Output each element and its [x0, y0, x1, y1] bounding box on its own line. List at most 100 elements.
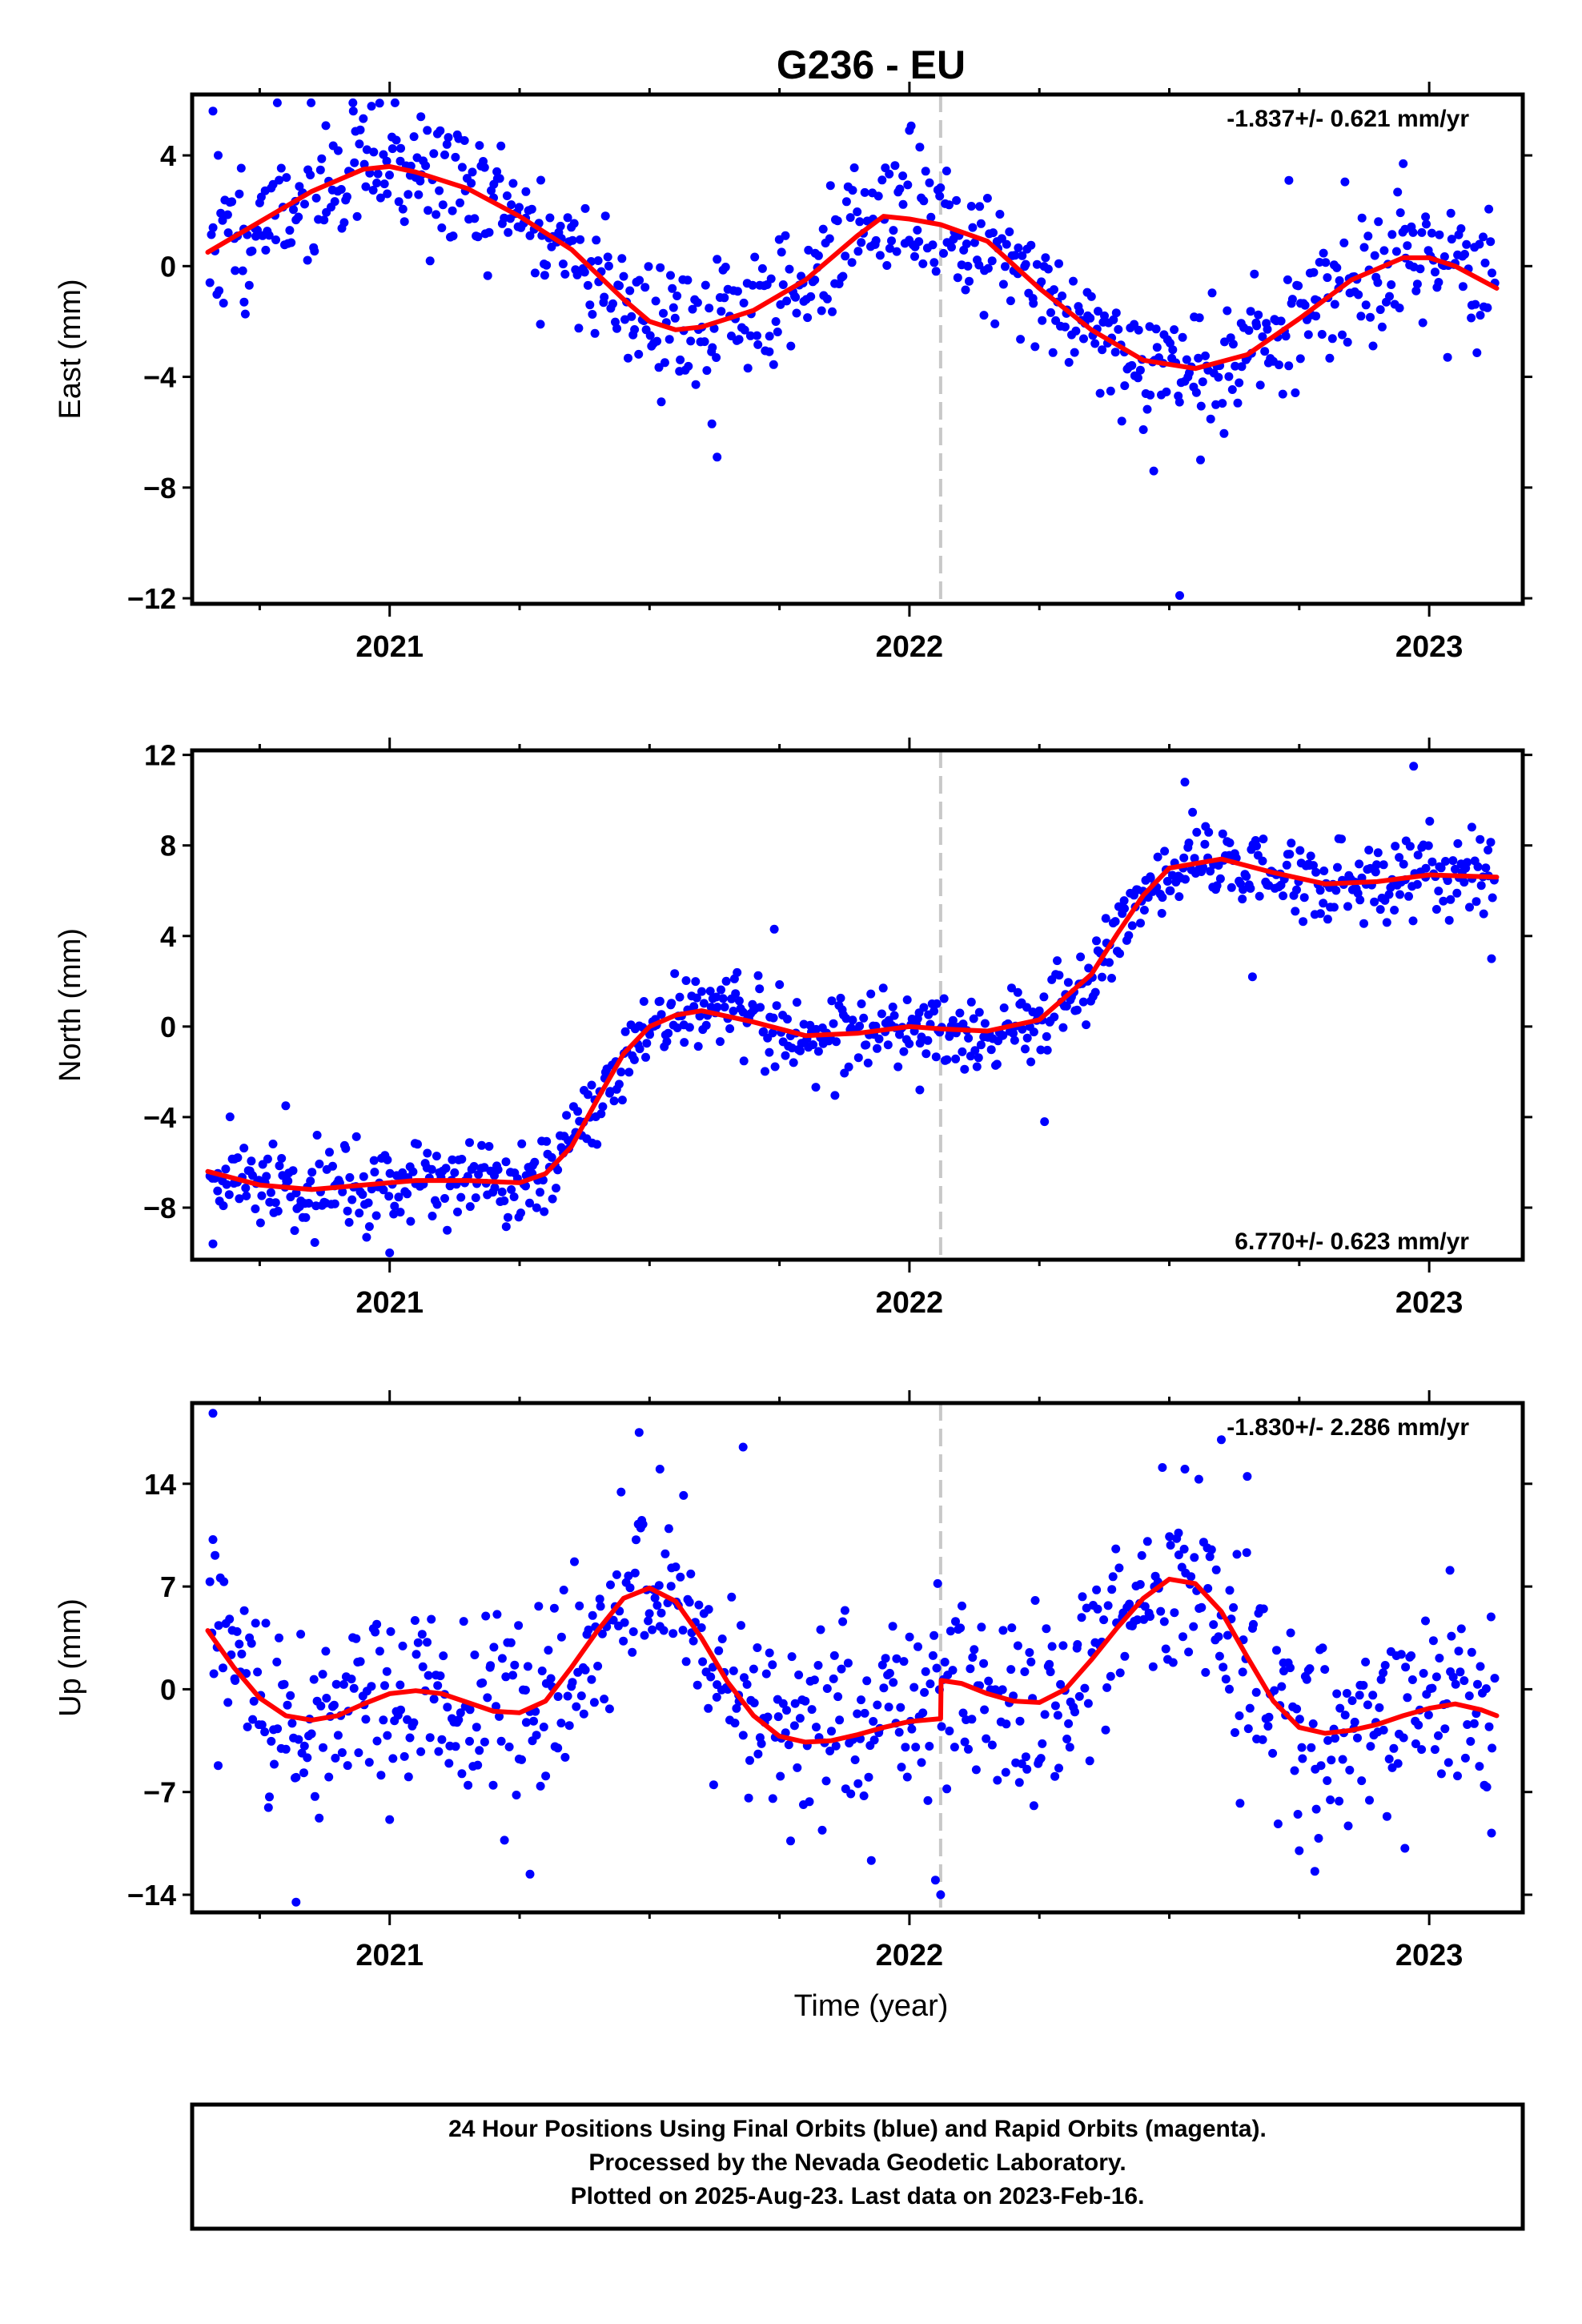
x-axis-label: Time (year): [794, 1989, 949, 2023]
east-point: [707, 419, 717, 428]
east-point: [926, 212, 936, 222]
up-point: [1376, 1675, 1386, 1684]
north-point: [1467, 822, 1476, 832]
up-point: [1108, 1572, 1118, 1582]
north-point: [670, 969, 680, 979]
east-point: [1339, 238, 1349, 247]
up-point: [1021, 1752, 1030, 1762]
north-point: [614, 1080, 624, 1089]
up-point: [404, 1772, 413, 1782]
up-point: [1180, 1465, 1190, 1474]
up-point: [337, 1748, 347, 1757]
up-point: [1484, 1722, 1494, 1731]
east-fit-line: [205, 163, 1500, 372]
north-point: [222, 1180, 231, 1189]
up-point: [396, 1680, 405, 1690]
north-point: [753, 971, 763, 980]
north-point: [720, 1003, 729, 1011]
up-point: [242, 1669, 251, 1679]
up-point: [1453, 1771, 1462, 1781]
up-point: [866, 1856, 876, 1865]
east-point: [688, 304, 697, 314]
north-point: [273, 1206, 283, 1216]
east-point: [437, 223, 447, 232]
up-point: [1273, 1819, 1283, 1828]
up-point: [920, 1687, 930, 1697]
up-point: [1295, 1846, 1304, 1856]
east-point: [1327, 334, 1337, 344]
up-point: [1221, 1675, 1231, 1684]
north-y-tick-label: 0: [160, 1011, 176, 1043]
up-point: [1327, 1755, 1336, 1765]
east-point: [875, 251, 885, 260]
up-point: [843, 1659, 853, 1668]
east-point: [207, 230, 216, 239]
north-point: [448, 1155, 457, 1164]
north-point: [248, 1171, 257, 1180]
up-point: [1473, 1679, 1482, 1689]
east-point: [624, 353, 632, 363]
north-point: [290, 1226, 299, 1236]
north-point: [1295, 846, 1305, 855]
up-point: [831, 1741, 841, 1751]
north-point: [383, 1155, 392, 1164]
north-point: [770, 1062, 780, 1072]
north-point: [268, 1140, 278, 1148]
north-point: [406, 1216, 416, 1226]
up-point: [1366, 1742, 1375, 1751]
up-point: [1382, 1811, 1391, 1821]
up-point: [1107, 1585, 1117, 1594]
north-point: [1472, 897, 1481, 907]
up-point: [689, 1636, 698, 1646]
north-point: [1379, 860, 1388, 870]
east-point: [700, 337, 709, 347]
north-point: [1026, 1057, 1036, 1067]
north-point: [413, 1140, 422, 1149]
north-point: [781, 1051, 790, 1060]
up-point: [640, 1630, 649, 1640]
up-point: [1323, 1776, 1332, 1785]
east-point: [659, 308, 668, 318]
up-point: [383, 1731, 392, 1740]
east-point: [1338, 330, 1347, 340]
east-point: [1043, 264, 1053, 274]
east-point: [438, 200, 448, 210]
up-point: [506, 1638, 516, 1647]
east-point: [1325, 353, 1335, 363]
north-point: [1053, 956, 1062, 966]
up-point: [501, 1672, 511, 1682]
north-point: [863, 1058, 873, 1068]
up-point: [918, 1708, 928, 1718]
north-point: [1136, 919, 1145, 928]
east-point: [656, 397, 666, 407]
east-point: [484, 227, 494, 237]
footer-line-3: Plotted on 2025-Aug-23. Last data on 202…: [571, 2183, 1145, 2209]
north-point: [587, 1080, 596, 1090]
east-point: [492, 167, 502, 176]
north-point: [717, 985, 725, 995]
east-point: [219, 299, 228, 308]
east-point: [460, 136, 469, 145]
east-point: [1439, 252, 1449, 261]
north-point: [1090, 987, 1100, 997]
up-point: [1430, 1745, 1439, 1755]
up-point: [1125, 1599, 1134, 1609]
east-point: [644, 262, 653, 271]
east-point: [845, 213, 855, 223]
north-point: [1184, 838, 1194, 848]
up-point: [930, 1630, 939, 1640]
up-point: [1389, 1743, 1399, 1753]
north-point: [504, 1212, 512, 1222]
north-point: [432, 1200, 442, 1209]
up-point: [504, 1742, 514, 1751]
north-point: [1323, 915, 1332, 924]
up-point: [1026, 1657, 1036, 1667]
east-point: [1060, 322, 1070, 332]
east-point: [1391, 247, 1401, 256]
north-point: [930, 1007, 939, 1016]
north-point: [247, 1156, 256, 1166]
east-point: [1377, 322, 1387, 332]
up-point: [946, 1626, 955, 1636]
east-points: [205, 98, 1500, 601]
east-point: [1244, 326, 1254, 336]
